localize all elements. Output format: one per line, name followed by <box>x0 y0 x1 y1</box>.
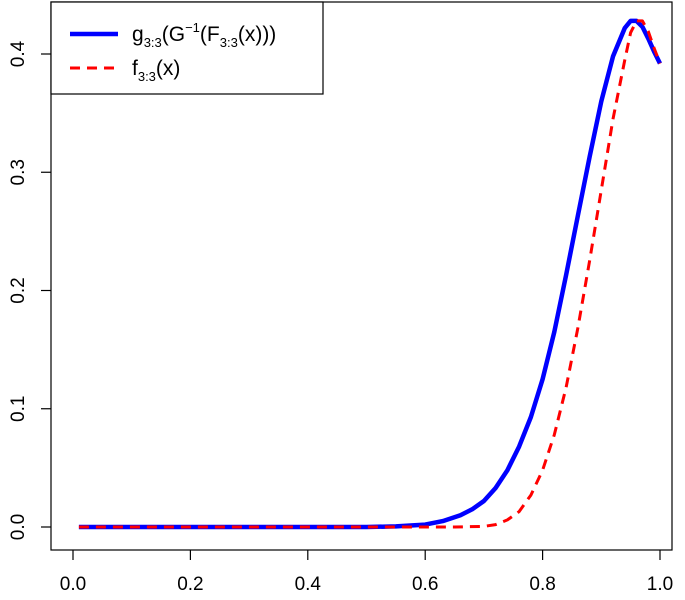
legend-box <box>50 1 324 95</box>
y-tick-label: 0.1 <box>8 396 29 422</box>
x-tick-label: 0.6 <box>412 574 438 595</box>
y-tick-label: 0.3 <box>8 159 29 185</box>
y-axis: 0.0 0.1 0.2 0.3 0.4 <box>8 40 51 540</box>
x-tick-label: 0.2 <box>177 574 203 595</box>
legend-label-f: f3:3(x) <box>132 57 180 84</box>
plot-border <box>50 1 673 551</box>
x-axis: 0.0 0.2 0.4 0.6 0.8 1.0 <box>60 550 673 595</box>
series-layer <box>78 18 663 530</box>
y-tick-label: 0.4 <box>8 40 29 67</box>
x-tick-label: 0.0 <box>60 574 86 595</box>
legend-label-g: g3:3(G−1(F3:3(x))) <box>132 20 276 50</box>
x-tick-label: 0.4 <box>295 574 322 595</box>
plot-frame <box>50 1 673 551</box>
y-tick-label: 0.2 <box>8 277 29 303</box>
x-tick-label: 0.8 <box>529 574 555 595</box>
y-tick-label: 0.0 <box>8 514 29 540</box>
series-line-blue <box>78 18 663 530</box>
x-tick-label: 1.0 <box>647 574 673 595</box>
series-line-red <box>78 19 662 529</box>
legend: g3:3(G−1(F3:3(x))) f3:3(x) <box>50 1 324 95</box>
